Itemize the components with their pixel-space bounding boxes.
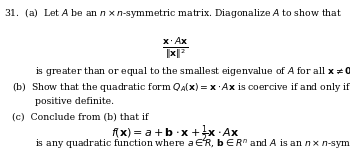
Text: $\frac{\mathbf{x} \cdot A\mathbf{x}}{\Vert\mathbf{x}\Vert^2}$: $\frac{\mathbf{x} \cdot A\mathbf{x}}{\Ve… bbox=[162, 36, 188, 62]
Text: 31.  (a)  Let $A$ be an $n \times n$-symmetric matrix. Diagonalize $A$ to show t: 31. (a) Let $A$ be an $n \times n$-symme… bbox=[4, 6, 342, 20]
Text: positive definite.: positive definite. bbox=[35, 97, 114, 106]
Text: matrix, then $f(\mathbf{x})$ is coercive if and only if $A$ is positive definite: matrix, then $f(\mathbf{x})$ is coercive… bbox=[35, 150, 329, 151]
Text: (c)  Conclude from (b) that if: (c) Conclude from (b) that if bbox=[12, 112, 149, 122]
Text: $f(\mathbf{x}) = a + \mathbf{b} \cdot \mathbf{x} + \frac{1}{2}\mathbf{x} \cdot A: $f(\mathbf{x}) = a + \mathbf{b} \cdot \m… bbox=[111, 123, 239, 145]
Text: (b)  Show that the quadratic form $Q_A(\mathbf{x}) = \mathbf{x} \cdot A\mathbf{x: (b) Show that the quadratic form $Q_A(\m… bbox=[12, 80, 350, 94]
Text: is greater than or equal to the smallest eigenvalue of $A$ for all $\mathbf{x} \: is greater than or equal to the smallest… bbox=[35, 65, 350, 79]
Text: is any quadratic function where $a \in R$, $\mathbf{b} \in R^n$ and $A$ is an $n: is any quadratic function where $a \in R… bbox=[35, 137, 350, 151]
